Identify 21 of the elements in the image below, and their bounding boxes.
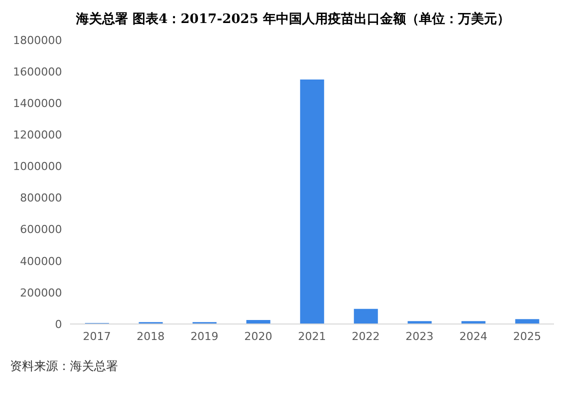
x-tick-label: 2019 — [190, 330, 218, 343]
chart-title: 海关总署 图表4：2017-2025 年中国人用疫苗出口金额（单位：万美元） — [75, 10, 511, 29]
y-tick-label: 1400000 — [13, 97, 62, 110]
x-tick-label: 2022 — [352, 330, 380, 343]
y-tick-label: 1800000 — [13, 34, 62, 47]
x-tick-label: 2017 — [82, 330, 111, 343]
x-tick-label: 2025 — [513, 330, 542, 343]
x-tick-label: 2020 — [244, 330, 272, 343]
x-tick-label: 2024 — [459, 330, 488, 343]
y-tick-label: 0 — [55, 318, 62, 331]
y-tick-label: 1600000 — [13, 65, 62, 78]
text: 资料来源：海关总署 — [9, 358, 119, 375]
y-tick-label: 200000 — [20, 286, 62, 300]
y-tick-label: 1000000 — [13, 160, 62, 174]
x-tick-label: 2021 — [298, 330, 326, 343]
y-tick-label: 1200000 — [13, 128, 62, 142]
x-tick-label: 2023 — [406, 330, 434, 343]
x-tick-label: 2018 — [136, 330, 165, 343]
y-tick-label: 600000 — [20, 223, 62, 236]
y-tick-label: 800000 — [20, 192, 62, 205]
y-tick-label: 400000 — [20, 254, 62, 268]
